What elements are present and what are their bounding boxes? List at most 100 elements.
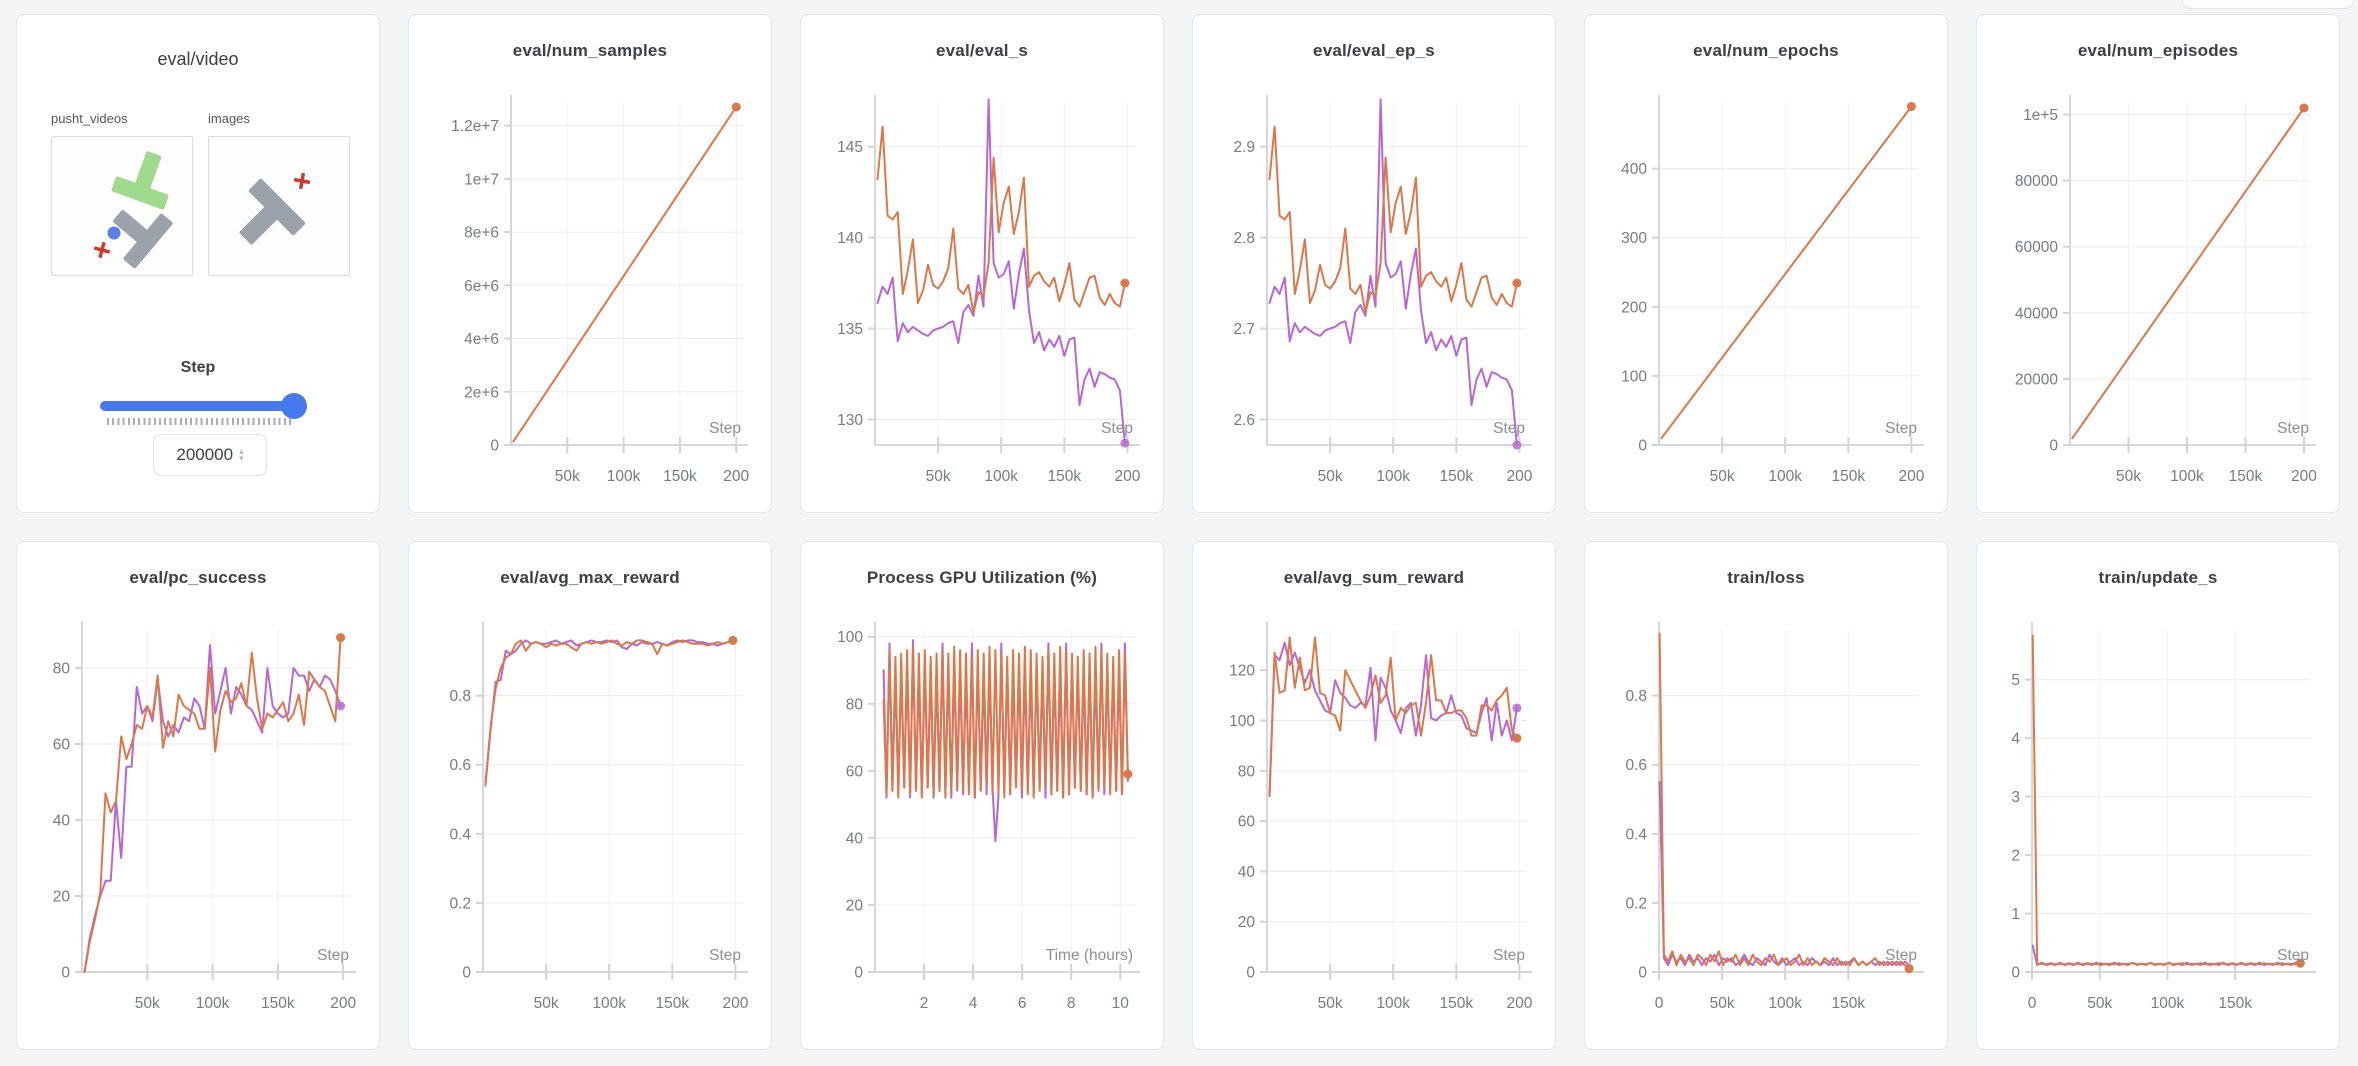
x-tick-label: 50k	[534, 995, 559, 1012]
y-tick-label: 80000	[2015, 173, 2058, 190]
chart-panel: eval/num_epochs 0 100 200 300 400 50k 100k 150k 2…	[1584, 14, 1948, 513]
y-tick-label: 80	[846, 696, 864, 713]
y-tick-label: 2.7	[1233, 321, 1255, 338]
video-key-label: pusht_videos	[51, 111, 128, 126]
y-tick-label: 4	[2011, 731, 2020, 748]
y-tick-label: 0.2	[1625, 895, 1647, 912]
y-tick-label: 2.6	[1233, 412, 1255, 429]
series-line-run-orange	[2031, 634, 2302, 966]
pusht-video-thumbnail[interactable]	[51, 136, 193, 276]
y-tick-label: 60	[53, 737, 71, 754]
chart-canvas[interactable]: 0 20 40 60 80 100 120 50k 100k 150k 200 Step	[1193, 594, 1555, 1028]
y-tick-label: 8e+6	[464, 225, 499, 242]
x-tick-label: 50k	[2116, 468, 2141, 485]
x-tick-label: 100k	[2170, 468, 2204, 485]
series-line-run-orange	[876, 125, 1126, 314]
step-value-input[interactable]: 200000 ▴ ▾	[153, 434, 267, 476]
x-tick-label: 150k	[2218, 995, 2252, 1012]
chart-canvas[interactable]: 0 1 2 3 4 5 0 50k 100k 150k Step	[1977, 594, 2339, 1028]
x-tick-label: 200	[1114, 468, 1140, 485]
chart-series-group	[1268, 636, 1518, 797]
step-slider-label: Step	[180, 359, 216, 376]
x-tick-label: 8	[1067, 995, 1076, 1012]
y-tick-label: 40000	[2015, 305, 2058, 322]
series-end-dot-run-orange	[1123, 769, 1133, 779]
y-tick-label: 120	[1229, 663, 1255, 680]
chart-panel: train/loss 0 0.2 0.4 0.6 0.8 0 50k 100k 150k Step	[1584, 541, 1948, 1050]
chart-series-group	[1660, 105, 1913, 440]
series-line-run-orange	[1658, 632, 1911, 970]
chart-canvas[interactable]: 0 2e+6 4e+6 6e+6 8e+6 1e+7 1.2e+7 50k 100k 150k 20…	[409, 67, 771, 501]
x-tick-label: 200	[1506, 468, 1532, 485]
y-tick-label: 2	[2011, 848, 2020, 865]
chart-canvas[interactable]: 0 0.2 0.4 0.6 0.8 50k 100k 150k 200 Step	[409, 594, 771, 1028]
x-tick-label: 150k	[261, 995, 295, 1012]
y-tick-label: 6e+6	[464, 278, 499, 295]
images-thumbnail[interactable]	[208, 136, 350, 276]
y-tick-label: 4e+6	[464, 331, 499, 348]
chart-canvas[interactable]: 2.6 2.7 2.8 2.9 50k 100k 150k 200 Step	[1193, 67, 1555, 501]
chart-panel: train/update_s 0 1 2 3 4 5 0 50k 100k 150k Step	[1976, 541, 2340, 1050]
chart-title: Process GPU Utilization (%)	[866, 568, 1098, 587]
chart-canvas[interactable]: 0 0.2 0.4 0.6 0.8 0 50k 100k 150k Step	[1585, 594, 1947, 1028]
chart-canvas[interactable]: 0 100 200 300 400 50k 100k 150k 200 Step	[1585, 67, 1947, 501]
chart-panel: eval/pc_success 0 20 40 60 80 50k 100k 150k 200 St…	[16, 541, 380, 1050]
y-tick-label: 1e+5	[2023, 107, 2058, 124]
chart-title: eval/num_epochs	[1693, 41, 1839, 60]
y-tick-label: 3	[2011, 789, 2020, 806]
chart-canvas[interactable]: 0 20000 40000 60000 80000 1e+5 50k 100k 150k 200 S…	[1977, 67, 2339, 501]
media-panel-eval-video: eval/video pusht_videos images	[16, 14, 380, 513]
x-axis-label: Step	[1885, 947, 1917, 964]
y-tick-label: 145	[837, 139, 863, 156]
chart-panel: eval/avg_sum_reward 0 20 40 60 80 100 120 50k 100…	[1192, 541, 1556, 1050]
y-tick-label: 100	[1621, 368, 1647, 385]
stepper-down-icon[interactable]: ▾	[239, 453, 244, 463]
x-tick-label: 200	[330, 995, 356, 1012]
x-tick-label: 0	[1655, 995, 1664, 1012]
stepper-up-icon[interactable]: ▴	[239, 446, 244, 456]
y-tick-label: 40	[1238, 864, 1256, 881]
y-tick-label: 2.8	[1233, 230, 1255, 247]
step-slider-thumb[interactable]	[281, 393, 307, 419]
chart-series-group	[1658, 632, 1911, 970]
chart-title: eval/num_episodes	[2077, 41, 2239, 60]
y-tick-label: 0	[490, 438, 499, 455]
chart-series-group	[876, 98, 1126, 445]
chart-canvas[interactable]: 130 135 140 145 50k 100k 150k 200 Step	[801, 67, 1163, 501]
y-tick-label: 60	[1238, 814, 1256, 831]
series-end-dot-run-orange	[2295, 958, 2305, 968]
series-line-run-orange	[1268, 125, 1518, 314]
y-tick-label: 0	[1246, 965, 1255, 982]
y-tick-label: 60000	[2015, 239, 2058, 256]
step-slider[interactable]	[100, 401, 294, 411]
x-tick-label: 200	[2291, 468, 2317, 485]
chart-title: train/loss	[1727, 568, 1805, 587]
chart-series-group	[2071, 107, 2305, 440]
stepper-arrows[interactable]: ▴ ▾	[239, 446, 244, 463]
chart-panel: Process GPU Utilization (%) 0 20 40 60 80 100 2…	[800, 541, 1164, 1050]
chart-title: eval/avg_max_reward	[500, 568, 680, 587]
x-tick-label: 100k	[607, 468, 641, 485]
series-end-dot-run-purple	[1512, 440, 1522, 450]
y-tick-label: 5	[2011, 672, 2020, 689]
y-tick-label: 0.4	[449, 826, 471, 843]
y-tick-label: 140	[837, 230, 863, 247]
x-axis-label: Step	[1493, 420, 1525, 437]
chart-canvas[interactable]: 0 20 40 60 80 50k 100k 150k 200 Step	[17, 594, 379, 1028]
chart-series-group	[882, 639, 1129, 843]
y-tick-label: 40	[53, 813, 71, 830]
x-tick-label: 100k	[2151, 995, 2185, 1012]
x-tick-label: 150k	[1440, 468, 1474, 485]
media-panel-title: eval/video	[157, 49, 239, 69]
x-tick-label: 150k	[1440, 995, 1474, 1012]
series-end-dot-run-orange	[728, 635, 738, 645]
x-tick-label: 150k	[2229, 468, 2263, 485]
x-tick-label: 200	[722, 995, 748, 1012]
x-tick-label: 150k	[663, 468, 697, 485]
y-tick-label: 1e+7	[464, 171, 499, 188]
y-tick-label: 20	[1238, 914, 1256, 931]
series-line-run-orange	[484, 639, 734, 787]
chart-canvas[interactable]: 0 20 40 60 80 100 2 4 6 8 10 Time (hours)	[801, 594, 1163, 1028]
y-tick-label: 20	[846, 897, 864, 914]
